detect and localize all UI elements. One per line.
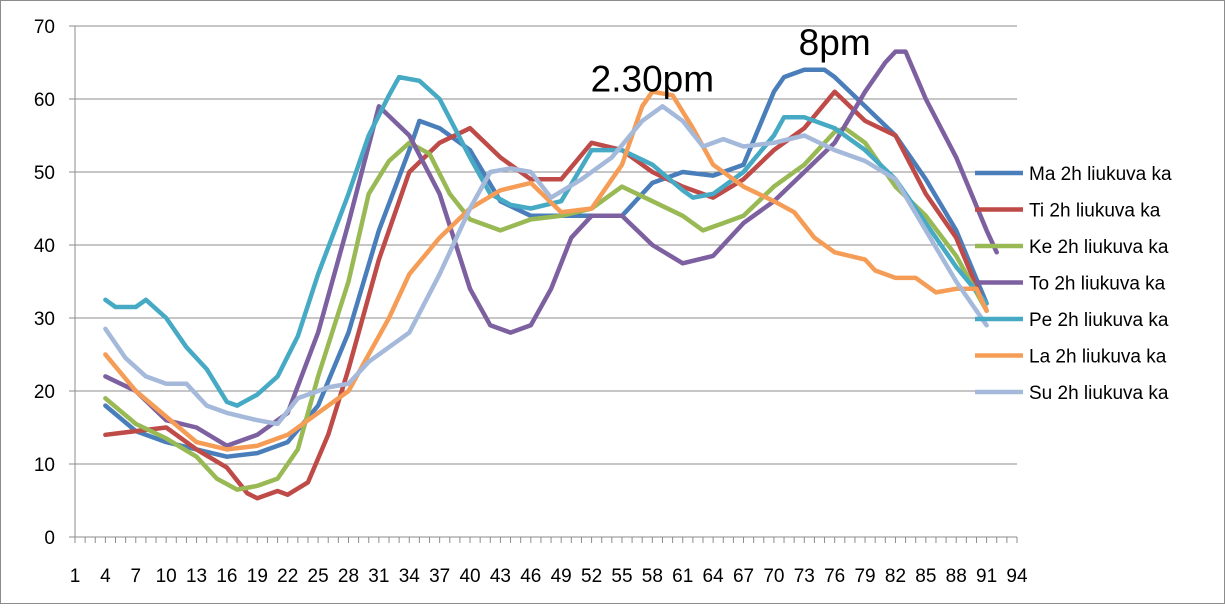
x-tick-label: 7 xyxy=(130,566,141,587)
x-tick-label: 76 xyxy=(824,566,845,587)
annotations: 2.30pm 8pm xyxy=(591,22,871,100)
x-tick-label: 16 xyxy=(216,566,237,587)
legend-label: Ti 2h liukuva ka xyxy=(1029,201,1161,222)
x-tick-label: 43 xyxy=(490,566,511,587)
x-tick-label: 46 xyxy=(520,566,541,587)
y-tick-label: 60 xyxy=(34,90,55,111)
x-tick-label: 52 xyxy=(581,566,602,587)
annotation-label: 2.30pm xyxy=(591,59,714,100)
y-tick-label: 10 xyxy=(34,455,55,476)
y-tick-label: 40 xyxy=(34,236,55,257)
legend-label: Pe 2h liukuva ka xyxy=(1029,310,1169,331)
x-tick-label: 61 xyxy=(672,566,693,587)
axes: 0 10 20 30 40 50 60 70 1 4 7 10 13 16 19 22 25 28 31 34 37 40… xyxy=(34,17,1028,587)
y-tick-label: 50 xyxy=(34,163,55,184)
x-tick-label: 85 xyxy=(915,566,936,587)
legend-label: Ma 2h liukuva ka xyxy=(1029,164,1172,185)
x-tick-label: 64 xyxy=(703,566,725,587)
x-tick-label: 88 xyxy=(946,566,967,587)
x-tick-label: 70 xyxy=(763,566,784,587)
x-tick-label: 1 xyxy=(70,566,81,587)
series-line xyxy=(103,89,989,452)
y-tick-label: 30 xyxy=(34,309,55,330)
x-tick-label: 22 xyxy=(277,566,298,587)
x-tick-label: 55 xyxy=(611,566,632,587)
series-line xyxy=(103,89,989,501)
x-tick-label: 94 xyxy=(1006,566,1028,587)
x-tick-label: 49 xyxy=(551,566,572,587)
annotation-label: 8pm xyxy=(799,22,871,63)
x-tick-label: 25 xyxy=(308,566,329,587)
x-tick-label: 28 xyxy=(338,566,359,587)
x-tick-label: 91 xyxy=(976,566,997,587)
legend: Ma 2h liukuva ka Ti 2h liukuva ka Ke 2h li… xyxy=(975,164,1172,404)
series-line xyxy=(103,49,999,449)
x-tick-label: 34 xyxy=(399,566,421,587)
x-tick-label: 58 xyxy=(642,566,663,587)
y-tick-label: 20 xyxy=(34,382,55,403)
x-tick-label: 82 xyxy=(885,566,906,587)
x-tick-label: 4 xyxy=(100,566,111,587)
legend-label: Ke 2h liukuva ka xyxy=(1029,237,1169,258)
x-tick-label: 10 xyxy=(156,566,177,587)
series-line xyxy=(103,74,989,408)
y-tick-label: 70 xyxy=(34,17,55,38)
x-tick-label: 73 xyxy=(794,566,815,587)
legend-label: Su 2h liukuva ka xyxy=(1029,383,1169,404)
y-tick-label: 0 xyxy=(44,528,55,549)
legend-label: La 2h liukuva ka xyxy=(1029,347,1167,368)
x-tick-label: 19 xyxy=(247,566,268,587)
x-tick-label: 13 xyxy=(186,566,207,587)
x-tick-label: 40 xyxy=(459,566,480,587)
x-tick-label: 31 xyxy=(368,566,389,587)
x-tick-label: 37 xyxy=(429,566,450,587)
x-tick-label: 79 xyxy=(854,566,875,587)
legend-label: To 2h liukuva ka xyxy=(1029,274,1166,295)
series-lines xyxy=(103,49,999,501)
x-tick-label: 67 xyxy=(733,566,754,587)
series-line xyxy=(103,104,989,427)
